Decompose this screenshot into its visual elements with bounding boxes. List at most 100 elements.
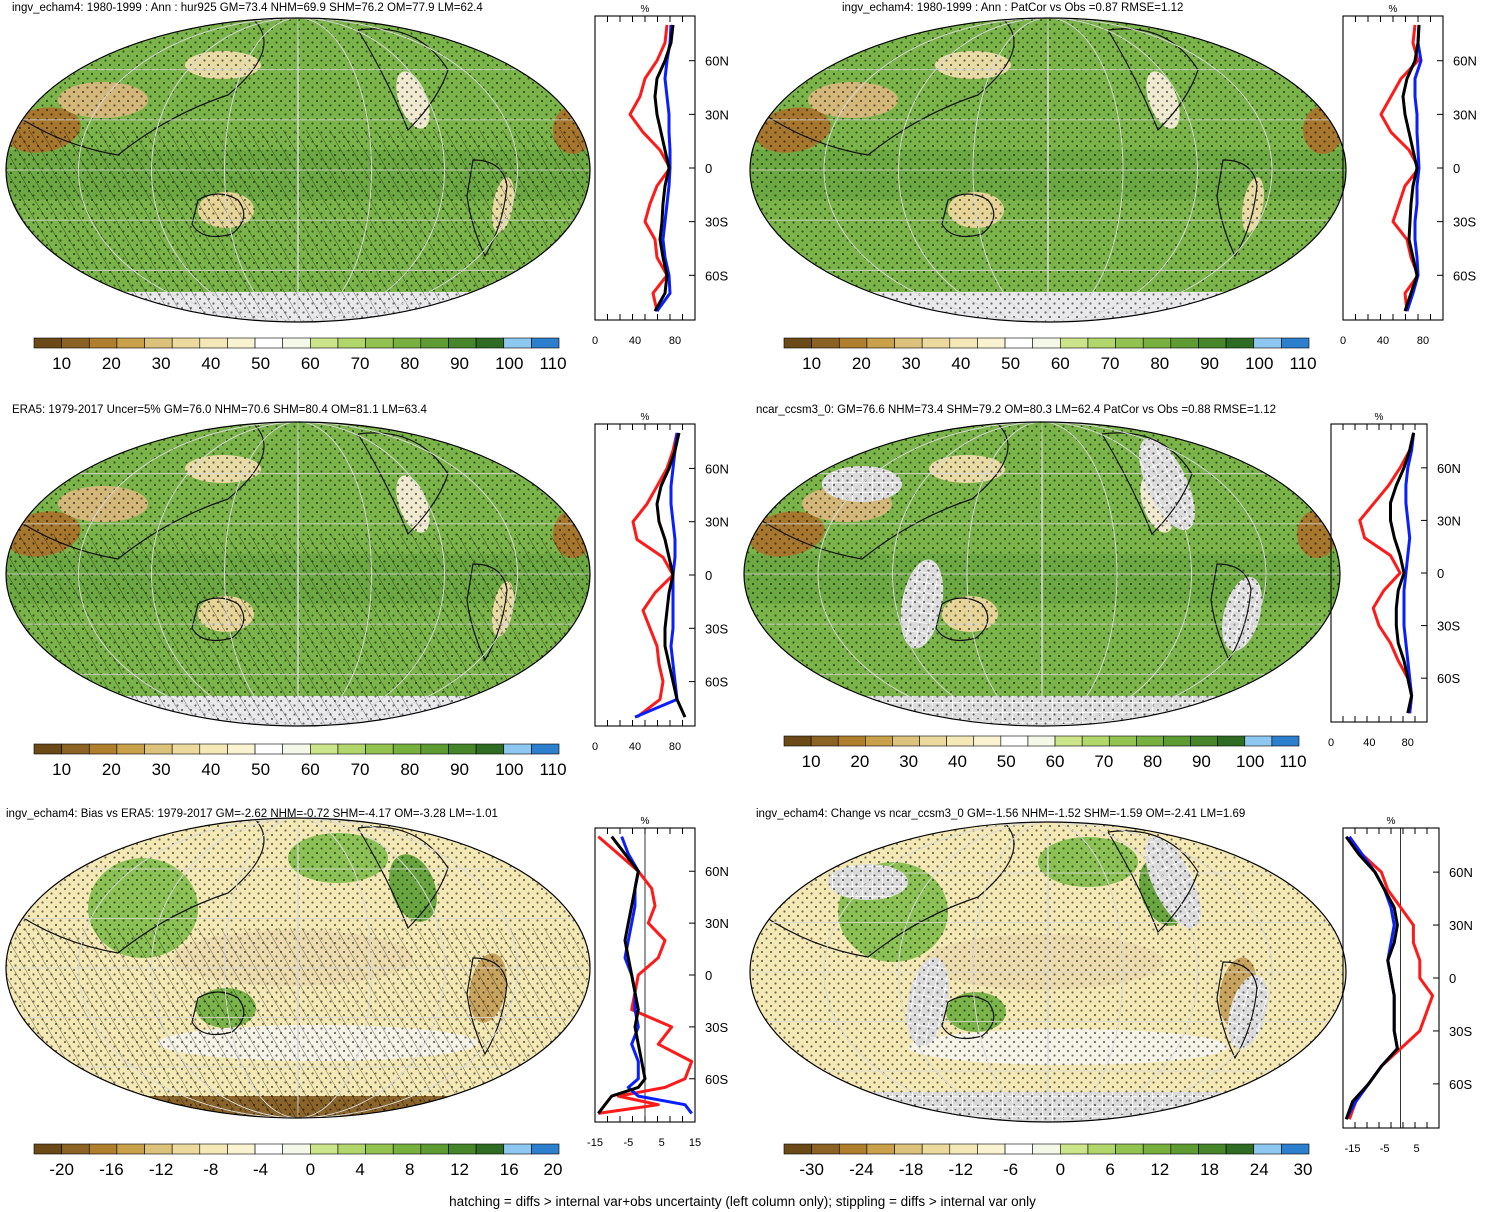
profile-plot: % -15 -5 5 60N 30N 0 30S 60S xyxy=(1342,816,1473,1155)
map xyxy=(6,422,590,726)
colorbar-swatch xyxy=(1170,337,1199,349)
panel-title: ingv_echam4: Bias vs ERA5: 1979-2017 GM=… xyxy=(6,808,498,820)
graticule-line xyxy=(817,422,1267,726)
colorbar-swatch xyxy=(1142,337,1172,349)
graticule-line xyxy=(892,422,1192,726)
colorbar-swatch xyxy=(1004,1143,1033,1155)
profile-unit-label: % xyxy=(641,412,650,423)
colorbar-label: 90 xyxy=(1192,752,1211,771)
colorbar-swatch xyxy=(865,735,893,747)
graticule-line xyxy=(898,18,1198,322)
colorbar-swatch xyxy=(199,1143,228,1155)
colorbar-swatch xyxy=(1225,1143,1255,1155)
map-svg: -20 -16 -12 -8 -4 0 4 8 12 16 20% -15 -5 5 15 60N 30N 0 30… xyxy=(5,816,729,1179)
profile-ytick-label: 60S xyxy=(705,268,728,283)
colorbar-label: 20 xyxy=(852,354,871,373)
colorbar-swatch xyxy=(1000,735,1029,747)
colorbar-swatch xyxy=(310,743,339,755)
map xyxy=(744,422,1340,726)
profile-xtick-label: 0 xyxy=(592,335,598,347)
colorbar-swatch xyxy=(448,1143,477,1155)
profile-ytick-label: 0 xyxy=(705,968,712,983)
profile-xtick-label: 80 xyxy=(1417,335,1429,347)
colorbar-label: -16 xyxy=(99,1160,124,1179)
colorbar-label: 0 xyxy=(306,1160,315,1179)
colorbar-label: 0 xyxy=(1056,1160,1065,1179)
colorbar-swatch xyxy=(88,1143,118,1155)
profile-ytick-label: 0 xyxy=(705,568,712,583)
colorbar: 10 20 30 40 50 60 70 80 90 100 110 xyxy=(783,735,1307,771)
panel-title: ingv_echam4: 1980-1999 : Ann : hur925 GM… xyxy=(12,2,483,14)
map-svg: 10 20 30 40 50 60 70 80 90 100 110% 0 40 80 60N 30N 0 30S… xyxy=(5,412,729,779)
colorbar-swatch xyxy=(866,1143,895,1155)
profile-unit-label: % xyxy=(1375,412,1384,423)
colorbar-swatch xyxy=(1108,735,1137,747)
panel-title: ERA5: 1979-2017 Uncer=5% GM=76.0 NHM=70.… xyxy=(12,404,427,416)
colorbar-swatch xyxy=(171,743,201,755)
colorbar-label: 50 xyxy=(251,760,270,779)
colorbar: -30 -24 -18 -12 -6 0 6 12 18 24 30 xyxy=(783,1143,1312,1179)
colorbar-swatch xyxy=(946,735,975,747)
graticule-line xyxy=(151,18,445,322)
colorbar-swatch xyxy=(1225,337,1255,349)
colorbar: -20 -16 -12 -8 -4 0 4 8 12 16 20 xyxy=(33,1143,562,1179)
profile-series-black xyxy=(1389,432,1416,714)
colorbar-swatch xyxy=(503,337,532,349)
colorbar-label: 12 xyxy=(450,1160,469,1179)
profile-xtick-label: 0 xyxy=(1328,737,1334,749)
colorbar-swatch xyxy=(254,337,283,349)
graticule xyxy=(6,422,590,726)
panel-title: ncar_ccsm3_0: GM=76.6 NHM=73.4 SHM=79.2 … xyxy=(756,404,1276,416)
map xyxy=(6,18,590,322)
colorbar-swatch xyxy=(1253,1143,1282,1155)
profile-ytick-label: 0 xyxy=(705,161,712,176)
profile-ytick-label: 60S xyxy=(1453,268,1476,283)
colorbar-swatch xyxy=(1198,337,1227,349)
graticule xyxy=(744,422,1340,726)
colorbar-swatch xyxy=(838,1143,868,1155)
colorbar-label: 80 xyxy=(400,760,419,779)
colorbar-swatch xyxy=(392,743,422,755)
graticule xyxy=(750,18,1346,322)
graticule-line xyxy=(78,818,518,1118)
colorbar-swatch xyxy=(1060,337,1089,349)
colorbar-swatch xyxy=(227,1143,256,1155)
graticule-line xyxy=(972,822,1124,1122)
colorbar-swatch xyxy=(337,337,366,349)
colorbar-label: -24 xyxy=(849,1160,874,1179)
colorbar-label: 100 xyxy=(1236,752,1264,771)
colorbar-swatch xyxy=(144,1143,173,1155)
map-svg: 10 20 30 40 50 60 70 80 90 100 110% 0 40 80 60N 30N 0 30S… xyxy=(749,4,1477,373)
colorbar-swatch xyxy=(1081,735,1110,747)
profile-ytick-label: 60N xyxy=(705,461,729,476)
colorbar-swatch xyxy=(1142,1143,1172,1155)
profile-ytick-label: 60S xyxy=(705,1072,728,1087)
colorbar-label: 18 xyxy=(1200,1160,1219,1179)
colorbar-label: 50 xyxy=(251,354,270,373)
colorbar-swatch xyxy=(811,1143,840,1155)
colorbar-label: -4 xyxy=(253,1160,268,1179)
map-border xyxy=(5,421,591,727)
colorbar-label: 10 xyxy=(52,760,71,779)
colorbar-swatch xyxy=(1163,735,1191,747)
map-border xyxy=(749,17,1347,323)
colorbar-label: 110 xyxy=(539,760,566,779)
colorbar-label: 10 xyxy=(802,354,821,373)
colorbar-label: 20 xyxy=(850,752,869,771)
colorbar-swatch xyxy=(894,337,923,349)
colorbar-swatch xyxy=(1115,337,1144,349)
colorbar-swatch xyxy=(282,337,311,349)
colorbar-label: -6 xyxy=(1003,1160,1018,1179)
profile-series-black xyxy=(1401,24,1421,312)
colorbar-label: 70 xyxy=(1101,354,1120,373)
profile-unit-label: % xyxy=(1389,4,1398,15)
colorbar-label: 24 xyxy=(1250,1160,1269,1179)
colorbar-label: 100 xyxy=(495,354,523,373)
graticule-line xyxy=(297,818,299,1118)
graticule xyxy=(750,822,1346,1122)
profile-xtick-label: 40 xyxy=(1377,335,1389,347)
graticule-line xyxy=(972,18,1124,322)
colorbar-swatch xyxy=(1170,1143,1199,1155)
graticule xyxy=(6,818,590,1118)
colorbar-swatch xyxy=(475,1143,505,1155)
